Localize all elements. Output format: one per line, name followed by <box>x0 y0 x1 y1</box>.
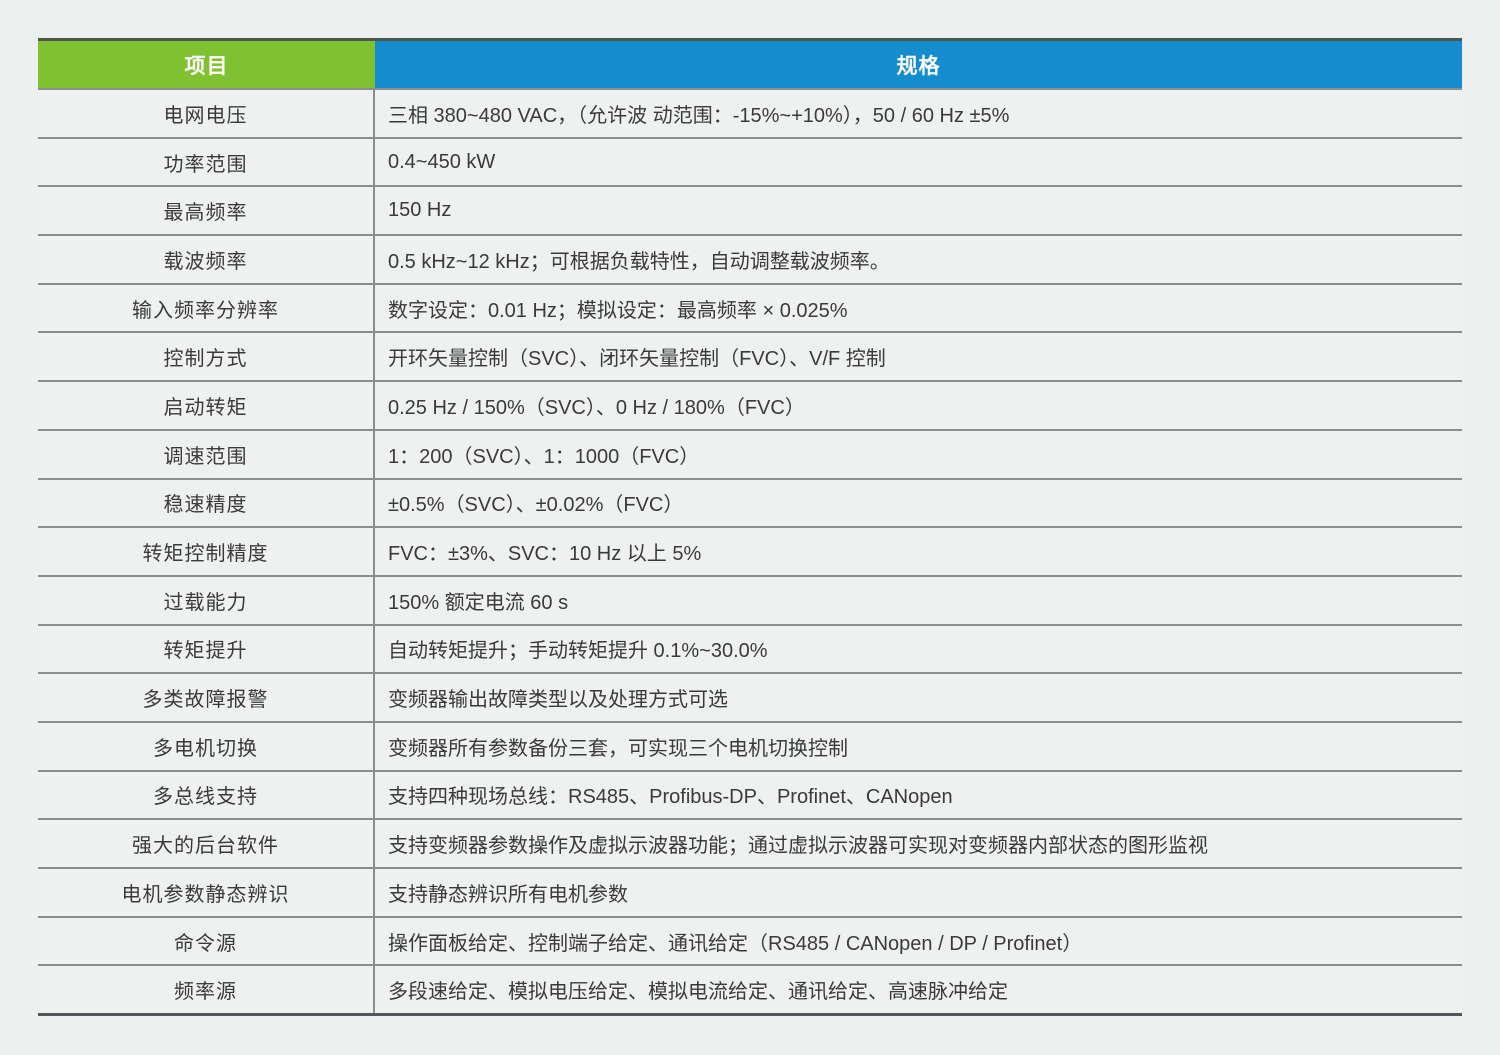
spec-table: 项目 规格 电网电压 三相 380~480 VAC，（允许波 动范围：-15%~+… <box>38 38 1462 1017</box>
row-value: 自动转矩提升；手动转矩提升 0.1%~30.0% <box>388 640 768 663</box>
table-row: 载波频率 0.5 kHz~12 kHz；可根据负载特性，自动调整载波频率。 <box>38 234 1462 283</box>
table-header: 项目 规格 <box>38 41 1462 88</box>
table-row: 最高频率 150 Hz <box>38 185 1462 235</box>
row-label: 转矩控制精度 <box>38 528 375 575</box>
table-row: 过载能力 150% 额定电流 60 s <box>38 574 1462 624</box>
header-cell-item: 项目 <box>38 41 375 88</box>
table-row: 多电机切换 变频器所有参数备份三套，可实现三个电机切换控制 <box>38 720 1462 770</box>
row-value: 支持四种现场总线：RS485、Profibus-DP、Profinet、CANo… <box>388 786 953 809</box>
row-label: 功率范围 <box>38 138 375 186</box>
row-value: 多段速给定、模拟电压给定、模拟电流给定、通讯给定、高速脉冲给定 <box>388 981 1008 1004</box>
row-value: 支持变频器参数操作及虚拟示波器功能；通过虚拟示波器可实现对变频器内部状态的图形监… <box>388 835 1208 858</box>
table-row: 启动转矩 0.25 Hz / 150%（SVC）、0 Hz / 180%（FVC） <box>38 380 1462 429</box>
row-label: 命令源 <box>38 917 375 965</box>
table-row: 多总线支持 支持四种现场总线：RS485、Profibus-DP、Profinet… <box>38 769 1462 819</box>
row-label: 电网电压 <box>38 90 375 137</box>
row-value: 数字设定：0.01 Hz；模拟设定：最高频率 × 0.025% <box>388 299 848 322</box>
row-value: ±0.5%（SVC）、±0.02%（FVC） <box>388 494 684 517</box>
row-label: 稳速精度 <box>38 479 375 527</box>
row-value: 操作面板给定、控制端子给定、通讯给定（RS485 / CANopen / DP … <box>388 932 1083 955</box>
row-value: 1：200（SVC）、1：1000（FVC） <box>388 445 700 468</box>
table-row: 转矩提升 自动转矩提升；手动转矩提升 0.1%~30.0% <box>38 623 1462 673</box>
row-value: 变频器所有参数备份三套，可实现三个电机切换控制 <box>388 737 848 760</box>
table-row: 输入频率分辨率 数字设定：0.01 Hz；模拟设定：最高频率 × 0.025% <box>38 282 1462 332</box>
table-row: 电网电压 三相 380~480 VAC，（允许波 动范围：-15%~+10%），5… <box>38 88 1462 137</box>
table-row: 命令源 操作面板给定、控制端子给定、通讯给定（RS485 / CANopen / … <box>38 915 1462 965</box>
row-label: 最高频率 <box>38 187 375 235</box>
table-row: 电机参数静态辨识 支持静态辨识所有电机参数 <box>38 867 1462 916</box>
row-label: 频率源 <box>38 966 375 1014</box>
table-row: 功率范围 0.4~450 kW <box>38 136 1462 186</box>
row-label: 启动转矩 <box>38 382 375 429</box>
row-label: 载波频率 <box>38 236 375 283</box>
spec-table-body: 电网电压 三相 380~480 VAC，（允许波 动范围：-15%~+10%），5… <box>38 88 1462 1017</box>
table-row: 转矩控制精度 FVC：±3%、SVC：10 Hz 以上 5% <box>38 526 1462 575</box>
row-value: 0.4~450 kW <box>388 150 496 173</box>
row-value: 支持静态辨识所有电机参数 <box>388 883 628 906</box>
table-row: 强大的后台软件 支持变频器参数操作及虚拟示波器功能；通过虚拟示波器可实现对变频器内… <box>38 818 1462 867</box>
table-row: 多类故障报警 变频器输出故障类型以及处理方式可选 <box>38 672 1462 721</box>
table-row: 稳速精度 ±0.5%（SVC）、±0.02%（FVC） <box>38 477 1462 527</box>
row-label: 多总线支持 <box>38 771 375 819</box>
row-label: 多类故障报警 <box>38 674 375 721</box>
row-label: 调速范围 <box>38 430 375 478</box>
row-value: 三相 380~480 VAC，（允许波 动范围：-15%~+10%），50 / … <box>388 104 1010 127</box>
row-value: FVC：±3%、SVC：10 Hz 以上 5% <box>388 543 702 566</box>
row-label: 输入频率分辨率 <box>38 284 375 332</box>
row-value: 0.25 Hz / 150%（SVC）、0 Hz / 180%（FVC） <box>388 396 805 419</box>
row-label: 转矩提升 <box>38 625 375 673</box>
header-cell-spec: 规格 <box>375 41 1462 88</box>
row-value: 150 Hz <box>388 199 452 222</box>
row-label: 电机参数静态辨识 <box>38 869 375 916</box>
table-row: 控制方式 开环矢量控制（SVC）、闭环矢量控制（FVC）、V/F 控制 <box>38 331 1462 381</box>
table-top-border <box>38 38 1462 41</box>
row-value: 开环矢量控制（SVC）、闭环矢量控制（FVC）、V/F 控制 <box>388 348 886 371</box>
row-label: 多电机切换 <box>38 722 375 770</box>
table-row: 调速范围 1：200（SVC）、1：1000（FVC） <box>38 428 1462 478</box>
row-label: 强大的后台软件 <box>38 820 375 867</box>
row-label: 过载能力 <box>38 576 375 624</box>
row-value: 0.5 kHz~12 kHz；可根据负载特性，自动调整载波频率。 <box>388 250 890 273</box>
row-value: 变频器输出故障类型以及处理方式可选 <box>388 689 728 712</box>
row-value: 150% 额定电流 60 s <box>388 591 569 614</box>
table-row: 频率源 多段速给定、模拟电压给定、模拟电流给定、通讯给定、高速脉冲给定 <box>38 964 1462 1014</box>
row-label: 控制方式 <box>38 333 375 381</box>
